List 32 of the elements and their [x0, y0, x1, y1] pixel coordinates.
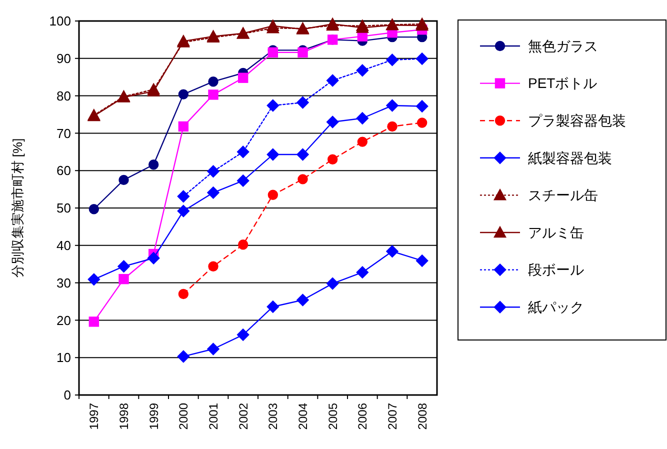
x-tick-label: 2000 [176, 402, 191, 430]
x-tick-label: 1998 [116, 402, 131, 430]
y-tick-label: 50 [56, 200, 71, 216]
y-tick-label: 60 [56, 163, 71, 178]
x-tick-label: 2007 [385, 402, 400, 430]
legend-label: 紙製容器包装 [528, 150, 612, 166]
x-tick-label: 2001 [206, 402, 220, 430]
y-tick-label: 40 [56, 238, 71, 253]
y-tick-label: 90 [56, 50, 71, 66]
y-tick-label: 10 [56, 350, 71, 366]
x-tick-label: 2004 [296, 402, 310, 430]
x-tick-label: 2006 [356, 402, 370, 430]
y-axis-title: 分別収集実施市町村 [%] [10, 138, 25, 278]
legend-label: スチール缶 [528, 187, 598, 204]
legend-label: 段ボール [528, 262, 584, 278]
legend-label: 紙パック [528, 299, 584, 315]
y-tick-label: 20 [56, 312, 71, 328]
y-tick-label: 100 [49, 14, 71, 29]
y-tick-label: 30 [56, 275, 71, 290]
legend-label: アルミ缶 [528, 224, 584, 240]
x-tick-label: 1997 [87, 402, 102, 430]
x-tick-label: 1999 [146, 402, 161, 430]
x-tick-label: 2005 [326, 402, 340, 430]
y-tick-label: 0 [64, 388, 71, 403]
legend-label: 無色ガラス [528, 38, 598, 54]
x-tick-label: 2002 [236, 402, 250, 430]
y-tick-label: 80 [56, 88, 71, 104]
y-tick-label: 70 [56, 126, 71, 141]
legend-label: PETボトル [528, 75, 598, 92]
legend-label: プラ製容器包装 [528, 112, 626, 128]
x-tick-label: 2003 [266, 402, 280, 430]
x-tick-label: 2008 [415, 402, 430, 430]
